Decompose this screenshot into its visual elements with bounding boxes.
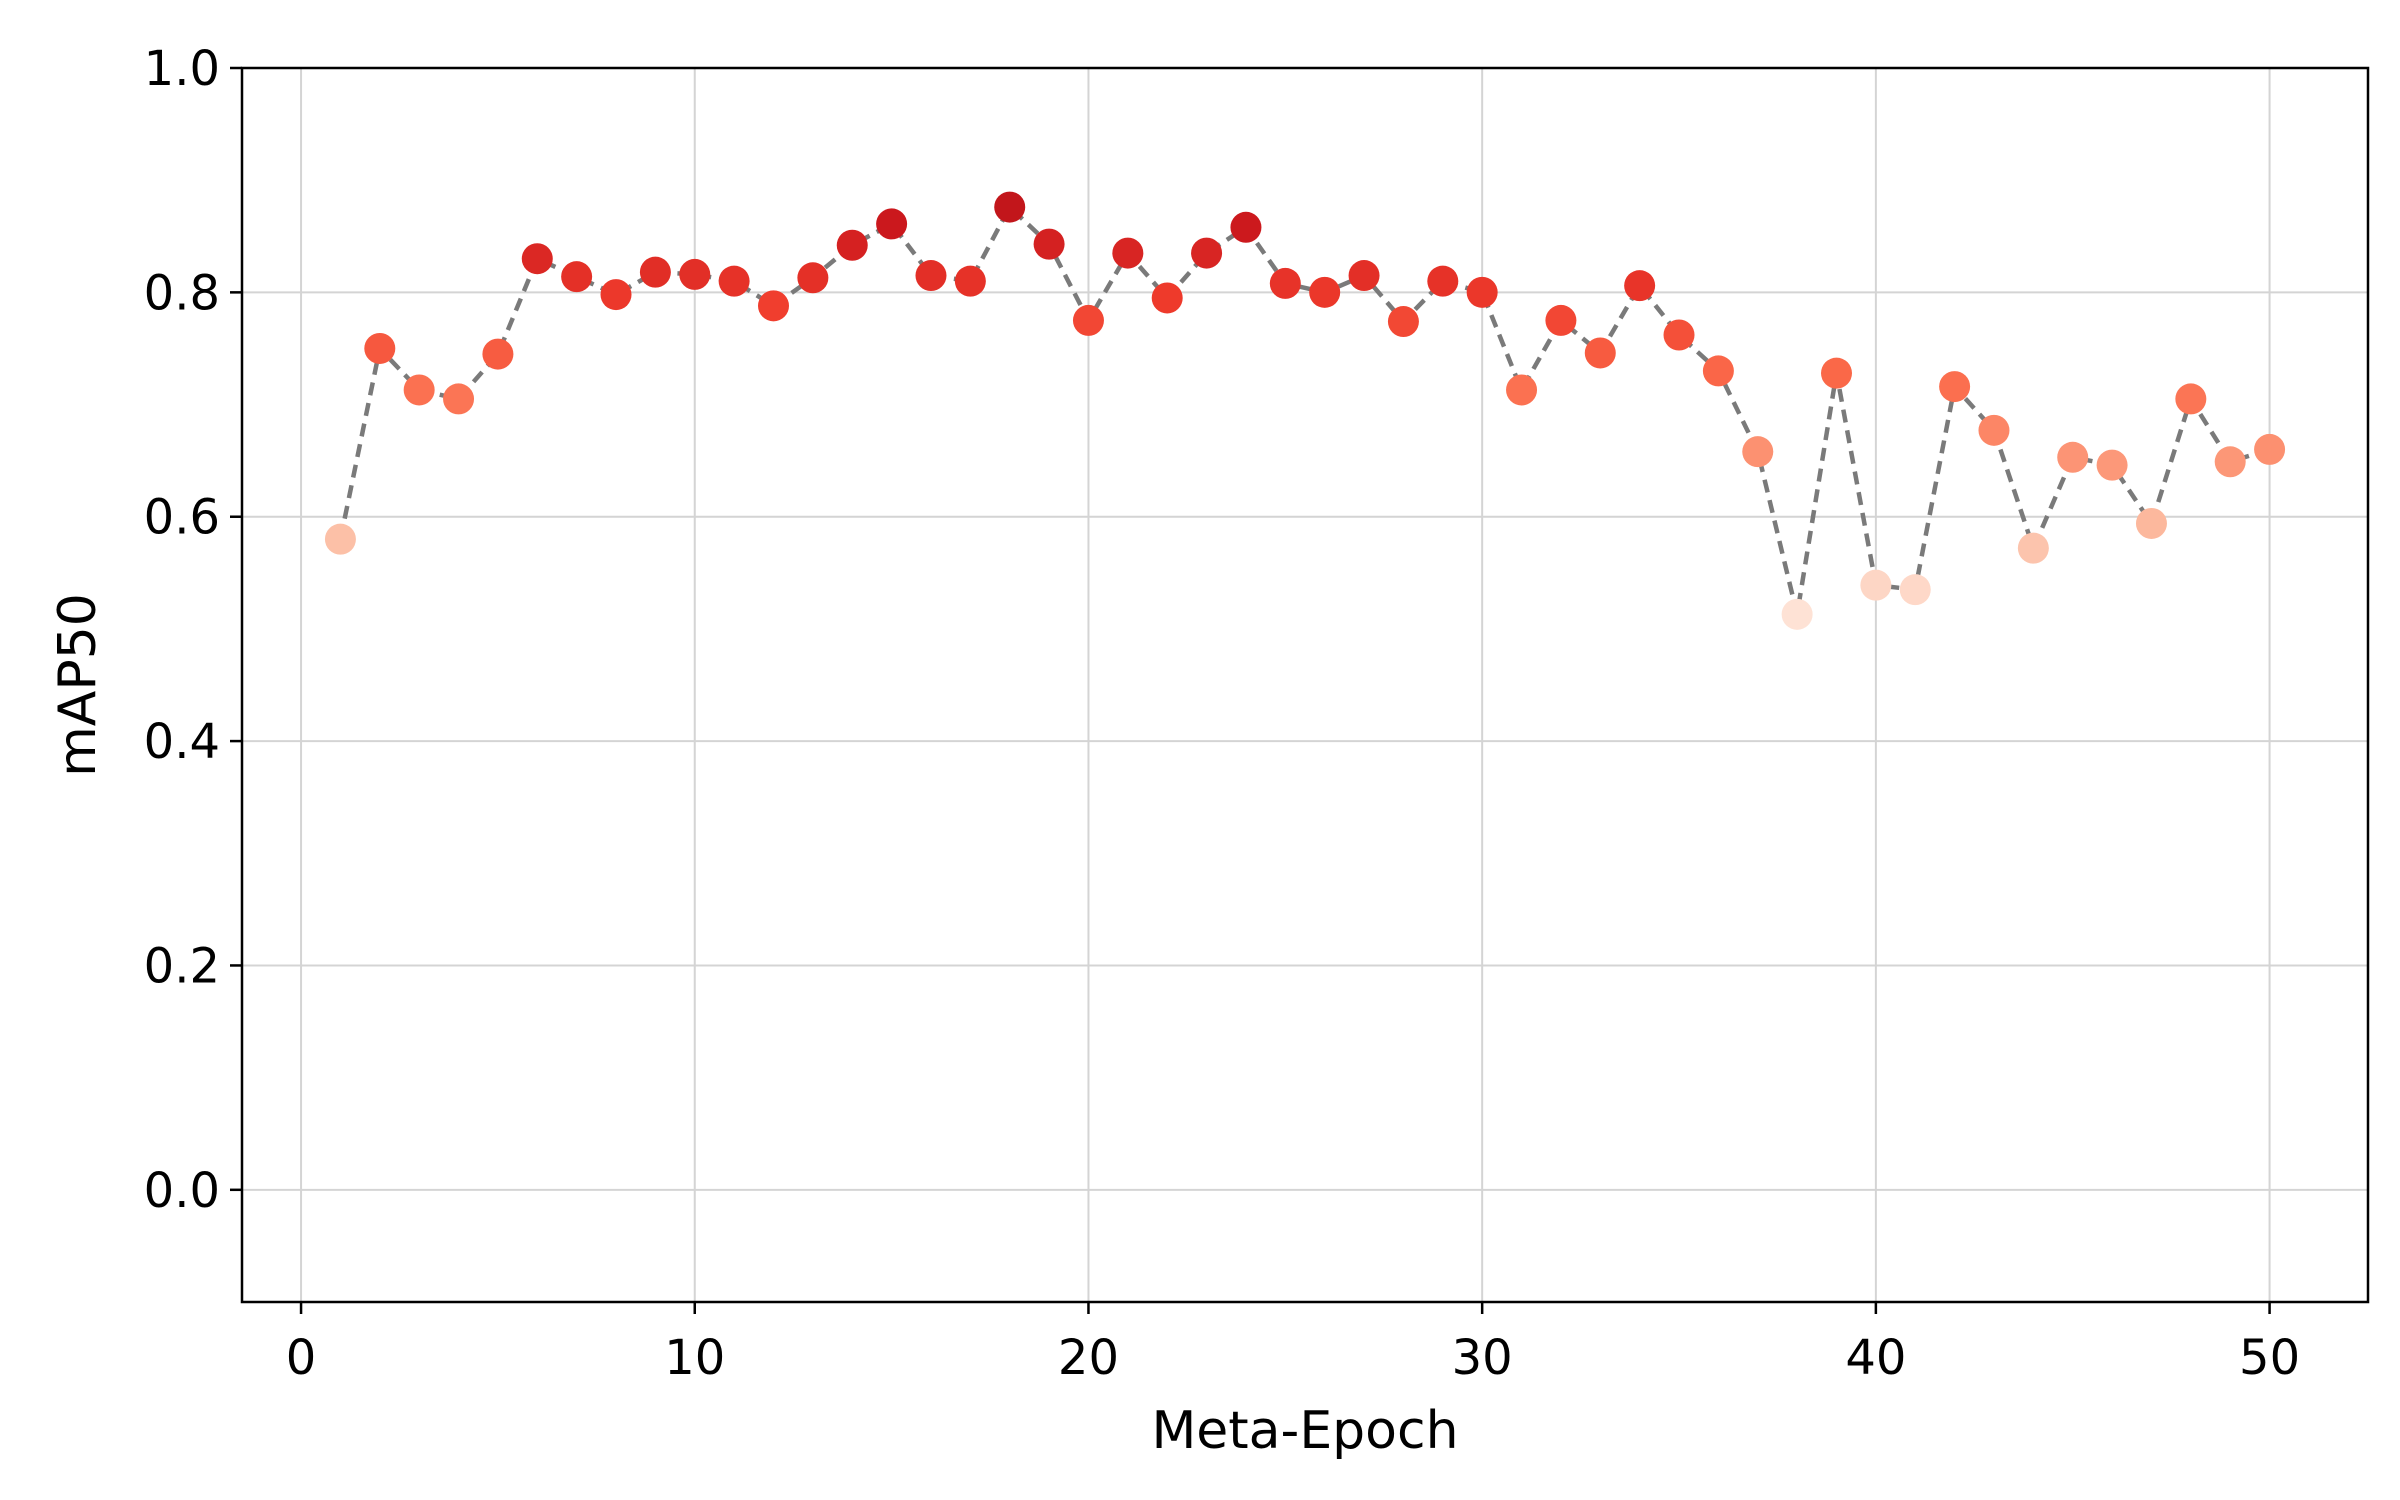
y-axis-ticks: 0.0 0.2 0.4 0.6 0.8 1.0	[144, 41, 242, 1219]
data-point	[1939, 371, 1971, 403]
data-point	[954, 265, 986, 297]
data-point	[836, 229, 868, 261]
data-point	[994, 191, 1026, 223]
data-point	[1348, 260, 1380, 292]
data-point	[1309, 276, 1341, 308]
data-point	[2017, 532, 2049, 564]
data-point	[1427, 265, 1459, 297]
data-point	[1584, 337, 1616, 369]
data-point	[1151, 282, 1183, 314]
data-point	[758, 290, 789, 322]
data-point	[1072, 304, 1104, 336]
data-point	[1230, 211, 1262, 243]
data-point	[1663, 319, 1695, 351]
data-point	[1624, 270, 1656, 302]
data-point	[876, 208, 908, 240]
data-points	[324, 191, 2286, 630]
x-tick-label: 40	[1845, 1330, 1906, 1386]
data-point	[1899, 574, 1931, 606]
y-tick-label: 0.8	[144, 265, 220, 321]
data-point	[403, 374, 435, 406]
data-point	[2214, 446, 2246, 478]
data-point	[797, 262, 829, 294]
data-point	[1506, 374, 1538, 406]
data-point	[1702, 355, 1734, 387]
data-point	[1269, 267, 1301, 299]
data-point	[1112, 237, 1144, 269]
data-point	[1860, 569, 1892, 601]
data-point	[2254, 433, 2286, 465]
x-tick-label: 20	[1058, 1330, 1119, 1386]
data-point	[718, 265, 750, 297]
data-point	[1781, 598, 1813, 630]
data-point	[443, 383, 475, 415]
data-point	[521, 243, 553, 275]
x-axis-ticks: 0 10 20 30 40 50	[286, 1302, 2300, 1386]
data-point	[2135, 507, 2167, 539]
data-point	[915, 260, 947, 292]
data-point	[1978, 414, 2010, 446]
data-point	[324, 523, 356, 555]
data-point	[2175, 383, 2207, 415]
data-point	[679, 258, 711, 290]
x-tick-label: 10	[664, 1330, 725, 1386]
data-point	[364, 332, 396, 364]
y-tick-label: 0.6	[144, 490, 220, 546]
data-point	[2057, 441, 2089, 473]
data-point	[1545, 304, 1577, 336]
data-point	[1742, 436, 1774, 468]
y-axis-label: mAP50	[48, 593, 108, 777]
x-tick-label: 50	[2239, 1330, 2300, 1386]
x-tick-label: 30	[1452, 1330, 1513, 1386]
x-tick-label: 0	[286, 1330, 317, 1386]
y-tick-label: 0.4	[144, 714, 220, 770]
data-point	[1191, 237, 1223, 269]
data-point	[1387, 306, 1419, 338]
data-point	[2096, 449, 2128, 481]
y-tick-label: 0.0	[144, 1163, 220, 1219]
data-point	[639, 256, 671, 288]
data-point	[600, 279, 632, 311]
y-tick-label: 1.0	[144, 41, 220, 97]
plot-frame	[240, 66, 2370, 1304]
x-axis-label: Meta-Epoch	[1151, 1401, 1458, 1461]
data-point	[482, 338, 514, 370]
data-point	[1466, 276, 1498, 308]
y-tick-label: 0.2	[144, 938, 220, 994]
data-point	[1033, 228, 1065, 260]
data-point	[1821, 357, 1852, 389]
data-point	[561, 261, 593, 293]
